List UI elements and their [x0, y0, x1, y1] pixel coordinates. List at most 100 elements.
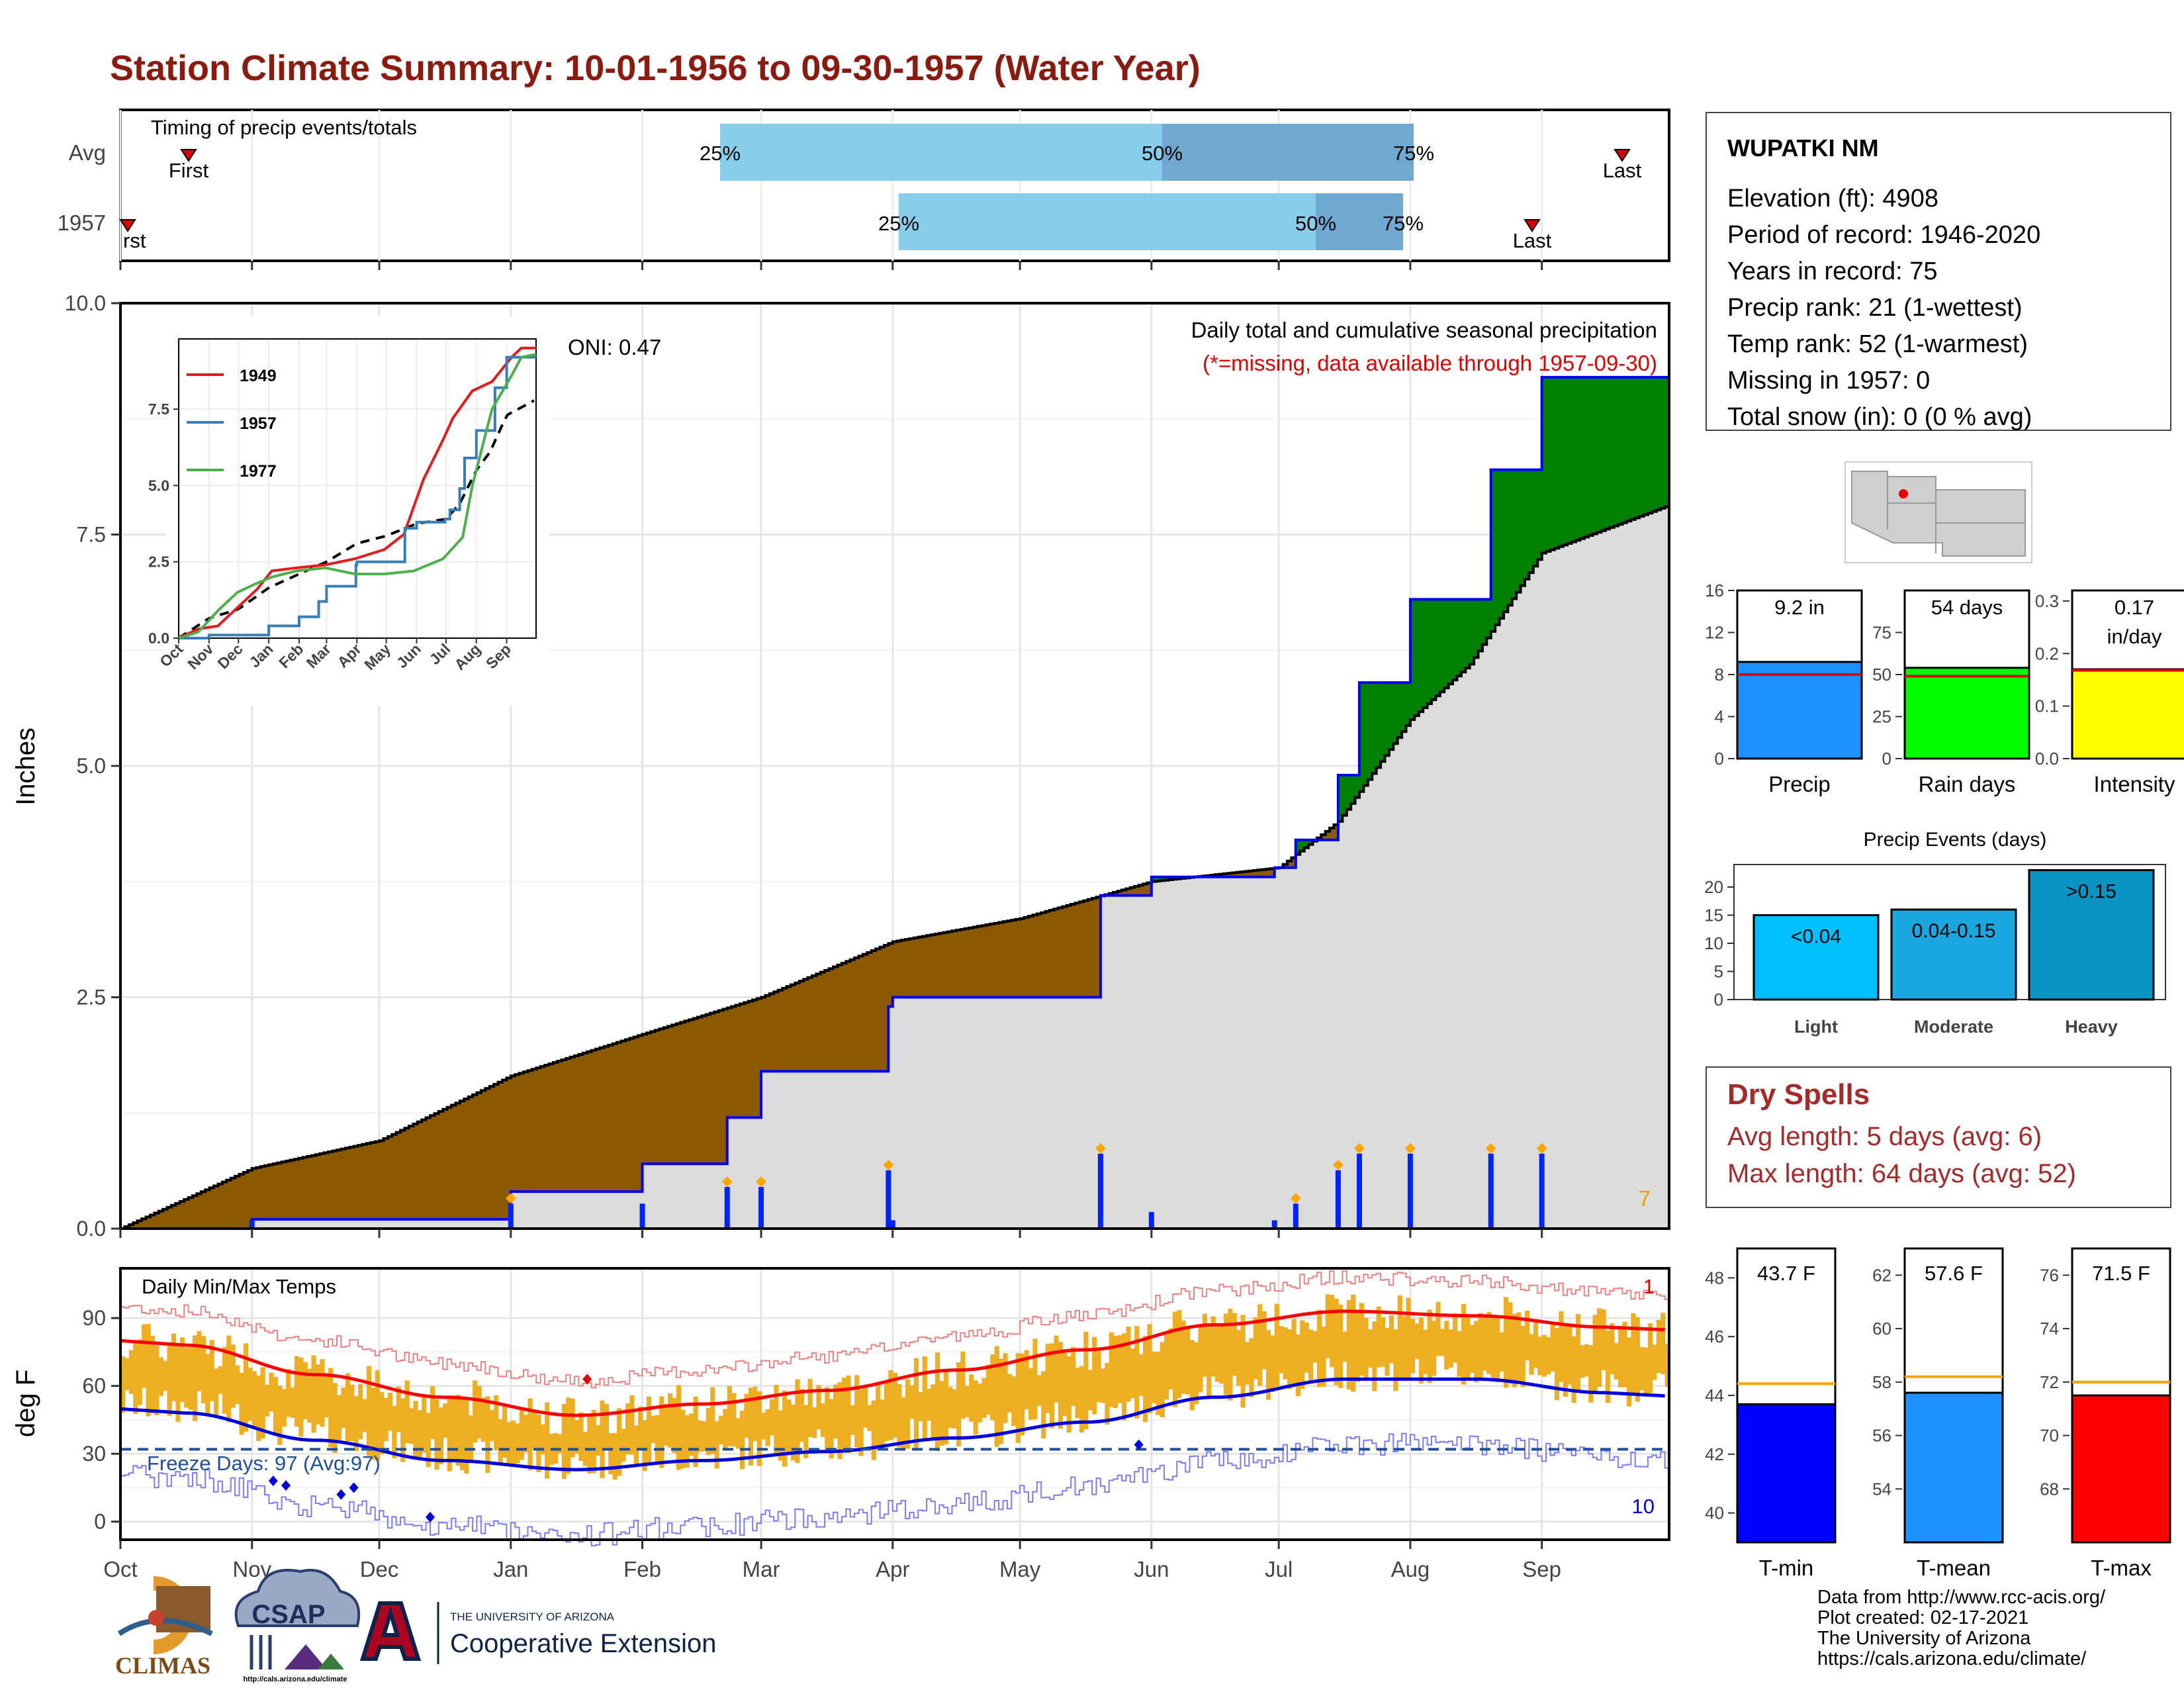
temp-range-bar: [1376, 1306, 1381, 1368]
inset-line-1957: [179, 355, 536, 639]
temp-range-bar: [1346, 1299, 1351, 1390]
temp-range-bar: [1342, 1331, 1347, 1362]
temp-range-bar: [222, 1346, 228, 1414]
y1957-last-marker: [1524, 219, 1541, 232]
temp-range-bar: [931, 1384, 936, 1440]
temp-range-bar: [171, 1333, 177, 1401]
precip-ytick-label: 7.5: [77, 523, 106, 547]
precip-ytick-label: 5.0: [77, 754, 106, 778]
temp-ytick-label: 30: [82, 1442, 106, 1466]
temp-range-bar: [939, 1381, 944, 1446]
y1957-25-label: 25%: [878, 212, 919, 235]
month-label: Dec: [360, 1557, 399, 1581]
temp-range-bar: [1567, 1327, 1572, 1385]
station-box: [1706, 112, 2171, 431]
temp-range-bar: [205, 1354, 210, 1415]
avg-75-label: 75%: [1393, 142, 1434, 165]
temp-summary-label: T-mean: [1917, 1556, 1991, 1580]
month-label: Mar: [743, 1557, 780, 1581]
month-label: Jan: [493, 1557, 528, 1581]
temp-range-bar: [400, 1398, 406, 1462]
daily-precip-bar: [1539, 1153, 1545, 1229]
heavy-event-marker: [721, 1176, 733, 1188]
temp-range-bar: [1563, 1325, 1568, 1397]
observed-cumulative-line: [120, 375, 1669, 1230]
event-bar: [1890, 908, 2017, 1001]
temp-range-bar: [1240, 1315, 1246, 1408]
temp-range-bar: [201, 1336, 206, 1404]
temp-range-bar: [756, 1391, 762, 1466]
temp-range-bar: [1312, 1331, 1318, 1363]
month-label: Oct: [103, 1557, 137, 1581]
csap-logo: CSAP http://cals.arizona.edu/climate: [234, 1569, 361, 1683]
summary-tick-label: 75: [1872, 623, 1891, 643]
temp-range-bar: [1117, 1335, 1122, 1403]
temp-range-bar: [1588, 1345, 1594, 1403]
temp-range-bar: [918, 1391, 923, 1422]
temp-range-bar: [1189, 1340, 1195, 1411]
precip-ytick-label: 0.0: [77, 1217, 106, 1241]
daily-precip-bar: [1357, 1153, 1362, 1229]
inset-line-1977: [178, 353, 537, 639]
temp-range-bar: [978, 1383, 983, 1423]
temp-range-bar: [1071, 1346, 1076, 1406]
daily-precip-bars: [249, 1143, 1547, 1229]
temp-range-bar: [1431, 1321, 1437, 1376]
temp-range-bar: [1465, 1317, 1471, 1379]
temp-range-bar: [455, 1394, 461, 1466]
temp-range-bar: [1304, 1322, 1309, 1373]
temp-range-bar: [1330, 1295, 1335, 1368]
logos: CLIMAS CSAP http://cals.arizona.edu/clim…: [115, 1569, 716, 1683]
temp-range-bar: [1206, 1326, 1212, 1397]
temp-range-bar: [621, 1429, 626, 1462]
temp-range-bar: [226, 1335, 232, 1423]
temp-summary-tick: 72: [2040, 1372, 2059, 1392]
temp-range-bar: [901, 1397, 906, 1448]
timing-panel: Timing of precip events/totals Avg 1957 …: [58, 109, 1670, 270]
temp-range-bar: [498, 1419, 503, 1465]
temp-range-bar: [596, 1425, 601, 1456]
temp-range-bar: [408, 1408, 414, 1444]
temp-range-bar: [1495, 1317, 1500, 1383]
temp-range-bar: [477, 1385, 482, 1439]
temp-range-bar: [1024, 1350, 1029, 1409]
temp-range-bar: [1592, 1315, 1598, 1392]
temp-range-bar: [1295, 1334, 1301, 1397]
temp-range-bar: [1079, 1366, 1085, 1433]
record-marker: [336, 1489, 346, 1500]
temp-range-bar: [332, 1383, 338, 1453]
temp-range-bar: [578, 1412, 584, 1461]
temp-range-bar: [341, 1387, 346, 1429]
temp-range-bar: [290, 1387, 295, 1418]
temp-range-bar: [689, 1413, 694, 1456]
avg-last-label: Last: [1603, 159, 1642, 182]
temp-summary-bar: [1903, 1391, 2004, 1544]
temp-range-bar: [1516, 1312, 1522, 1383]
temp-range-bar: [1639, 1346, 1645, 1391]
temp-range-bar: [251, 1371, 257, 1429]
record-min-line: [120, 1432, 1669, 1546]
temp-range-bar: [124, 1358, 130, 1390]
temp-range-bar: [1036, 1375, 1042, 1406]
temp-range-bar: [328, 1368, 334, 1448]
temp-range-bar: [281, 1389, 287, 1427]
temp-summary-value: 71.5 F: [2092, 1262, 2150, 1285]
temp-range-bar: [561, 1403, 567, 1479]
temp-range-bar: [774, 1385, 779, 1455]
avg-first-marker: [180, 149, 197, 162]
temp-range-bar: [1011, 1376, 1017, 1427]
precip-events-title: Precip Events (days): [1864, 829, 2047, 851]
temp-range-bar: [1325, 1294, 1330, 1358]
temp-range-bar: [489, 1410, 494, 1442]
y1957-75-label: 75%: [1383, 212, 1424, 235]
temp-range-bar: [795, 1379, 800, 1464]
temp-range-bar: [1363, 1317, 1369, 1382]
temp-range-bar: [269, 1372, 274, 1412]
temp-range-bar: [973, 1380, 978, 1435]
temp-range-bar: [1156, 1351, 1161, 1415]
record-marker: [349, 1482, 359, 1493]
temp-range-bar: [948, 1387, 953, 1429]
temp-range-bar: [1287, 1329, 1293, 1389]
temp-range-bar: [1105, 1362, 1110, 1425]
temp-range-bar: [315, 1364, 321, 1425]
